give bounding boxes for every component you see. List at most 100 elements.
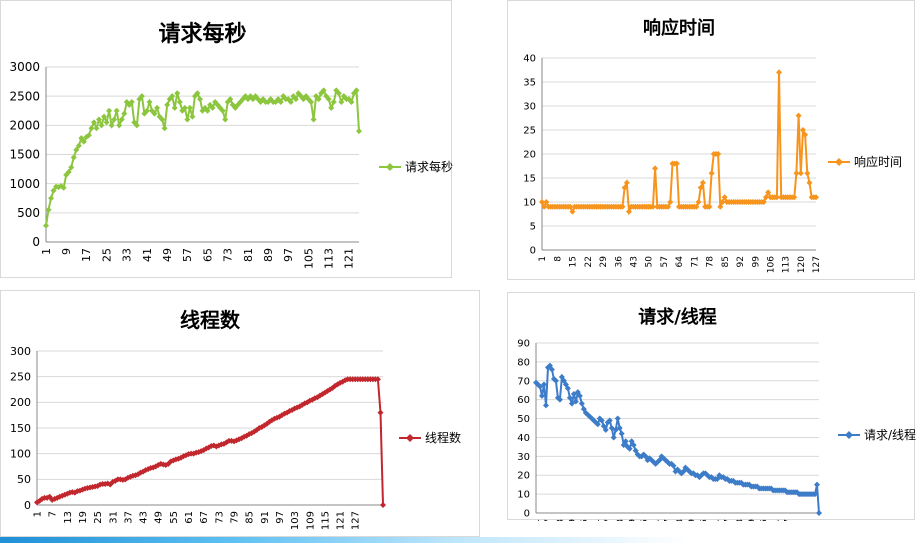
x-tick-label: 89 (262, 248, 275, 262)
data-point (628, 438, 635, 445)
x-tick-label: 121 (336, 511, 347, 530)
data-point (773, 194, 780, 201)
x-tick-label: 36 (614, 256, 624, 268)
x-tick-label: 1 (538, 256, 548, 262)
data-point (566, 394, 573, 401)
data-point (89, 484, 96, 491)
data-point (118, 116, 125, 123)
x-tick-label: 1 (40, 248, 53, 255)
data-point (667, 199, 674, 205)
data-point (154, 104, 161, 111)
data-point (634, 451, 641, 458)
data-point (251, 428, 258, 435)
data-point (315, 96, 322, 103)
data-point (292, 96, 299, 103)
x-tick-label: 64 (675, 256, 685, 268)
data-point (94, 483, 101, 490)
data-point (721, 194, 728, 201)
y-tick-label: 0 (524, 509, 530, 520)
x-tick-label: 113 (323, 248, 336, 269)
x-tick-label: 115 (320, 511, 331, 530)
data-point (610, 434, 617, 441)
data-point (69, 489, 76, 496)
data-point (614, 415, 621, 422)
data-point (161, 125, 168, 132)
data-point (552, 377, 559, 384)
chart-panel-requests-per-second: 请求每秒 0 500 1000 1500 2000 2500 3000 1 9 17 25 33 41 49… (0, 0, 453, 278)
x-tick-label: 31 (592, 519, 602, 521)
data-point (98, 122, 105, 129)
x-tick-label: 22 (584, 256, 594, 267)
data-point (697, 184, 704, 191)
data-point (145, 466, 152, 473)
data-point (337, 379, 344, 386)
x-tick-label: 79 (229, 511, 240, 524)
x-tick-label: 127 (783, 519, 793, 521)
x-tick-label: 113 (782, 256, 792, 273)
y-tick-label: 3000 (9, 60, 40, 74)
x-tick-label: 13 (556, 519, 566, 521)
y-tick-label: 35 (523, 78, 536, 89)
y-tick-label: 0 (32, 235, 40, 249)
x-tick-label: 25 (580, 519, 590, 521)
data-point (719, 199, 726, 205)
data-point (138, 93, 145, 100)
x-tick-label: 37 (604, 519, 614, 521)
data-point (78, 135, 85, 142)
y-tick-label: 40 (523, 54, 536, 65)
x-tick-label: 31 (108, 511, 119, 524)
x-tick-label: 8 (553, 256, 563, 262)
data-point (791, 194, 798, 201)
series-line (541, 72, 816, 216)
data-point (534, 381, 541, 388)
data-point (693, 203, 700, 210)
chart-title: 请求/线程 (638, 306, 717, 328)
x-tick-label: 78 (706, 256, 716, 268)
y-tick-label: 5 (530, 222, 536, 233)
thread-count-chart: 线程数 0 50 100 150 200 250 300 1 7 13 19 25 31 37 43 49 55 6… (10, 308, 461, 530)
data-point (121, 110, 128, 117)
data-point (802, 131, 809, 138)
x-tick-label: 55 (169, 511, 180, 524)
data-point (85, 132, 92, 139)
data-point (590, 417, 597, 424)
x-tick-label: 25 (93, 511, 104, 524)
x-tick-label: 97 (723, 519, 733, 521)
data-point (569, 208, 576, 215)
data-point (580, 406, 587, 413)
data-point (715, 151, 722, 157)
x-tick-label: 25 (100, 248, 113, 262)
data-point (586, 413, 593, 420)
data-point (157, 460, 164, 467)
data-point (621, 184, 628, 191)
x-tick-label: 127 (351, 511, 362, 530)
data-point (374, 376, 381, 383)
x-tick-label: 7 (544, 519, 554, 521)
x-tick-label: 109 (305, 511, 316, 530)
data-point (309, 396, 316, 403)
data-point (797, 170, 804, 177)
x-tick-label: 1 (33, 511, 44, 517)
data-point (289, 407, 296, 414)
data-point (572, 398, 579, 405)
data-point (50, 187, 57, 194)
data-point (578, 400, 585, 407)
x-tick-label: 57 (181, 248, 194, 262)
x-tick-label: 106 (766, 256, 776, 273)
data-point (189, 113, 196, 120)
data-point (630, 442, 637, 448)
data-point (164, 101, 171, 108)
data-point (622, 438, 629, 445)
data-point (793, 170, 800, 177)
legend-label: 请求/线程 (864, 427, 916, 442)
data-point (582, 409, 589, 416)
data-point (90, 119, 97, 126)
x-tick-label: 73 (676, 519, 686, 521)
data-point (576, 392, 583, 399)
x-tick-label: 97 (282, 248, 295, 262)
data-point (782, 487, 789, 494)
data-point (377, 409, 384, 416)
data-point (543, 199, 550, 205)
data-point (640, 451, 647, 458)
data-point (48, 195, 55, 202)
